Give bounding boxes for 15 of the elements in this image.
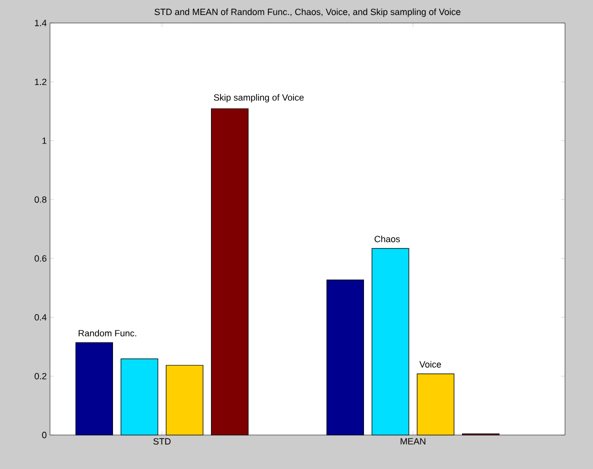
y-tick-label: 0.6	[34, 255, 46, 262]
y-tick-label: 0.4	[34, 314, 47, 320]
y-tick-label: 0.2	[34, 372, 46, 380]
y-tick-label: 0.8	[34, 196, 46, 203]
y-tick-label: 0	[42, 432, 46, 438]
y-tick-label: 1	[42, 138, 46, 144]
y-tick-label: 1.2	[34, 78, 46, 85]
chart-title: STD and MEAN of Random Func., Chaos, Voice, and Skip sampling of Voice	[154, 8, 460, 17]
series-label: Random Func.	[78, 330, 136, 336]
x-tick-label: STD	[153, 438, 171, 445]
series-label: Voice	[419, 360, 441, 368]
series-label: Chaos	[374, 236, 400, 242]
series-label: Skip sampling of Voice	[214, 94, 304, 102]
y-tick-label: 1.4	[34, 20, 47, 26]
x-tick-label: MEAN	[400, 438, 426, 444]
